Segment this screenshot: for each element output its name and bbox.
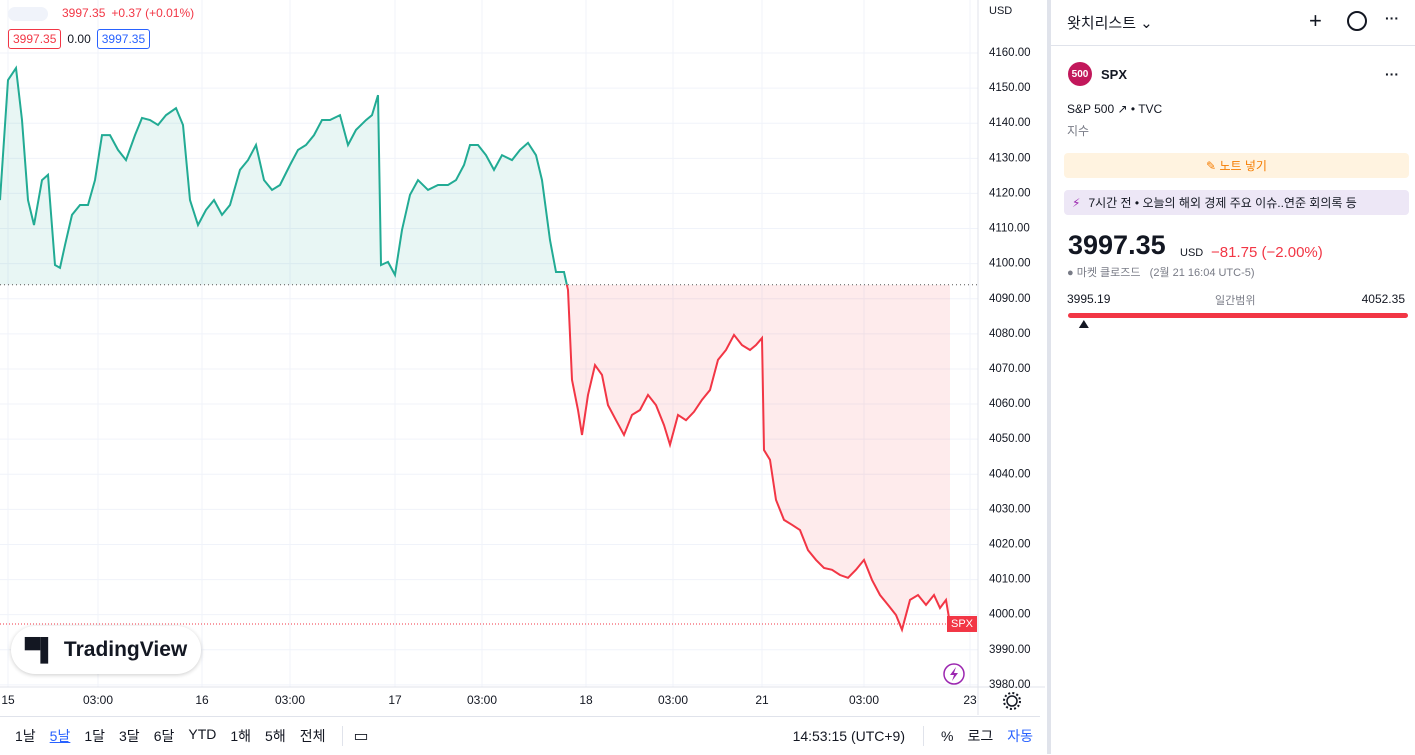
settings-icon[interactable] (1003, 692, 1021, 710)
y-tick-label: 4160.00 (989, 47, 1031, 59)
y-tick-label: 4090.00 (989, 293, 1031, 305)
y-tick-label: 4110.00 (989, 223, 1030, 235)
y-tick-label: 4120.00 (989, 187, 1031, 199)
change: −81.75 (−2.00%) (1211, 244, 1323, 261)
range-low: 3995.19 (1067, 292, 1111, 306)
price: 3997.35 (1068, 230, 1166, 260)
y-tick-label: 4140.00 (989, 117, 1031, 129)
spread: 0.00 (67, 31, 91, 46)
source: TVC (1138, 102, 1163, 116)
auto[interactable]: 자동 (1007, 728, 1033, 744)
line-below (565, 284, 951, 633)
y-tick-label: 4060.00 (989, 398, 1031, 410)
title: 왓치리스트 (1067, 15, 1137, 32)
x-tick-label: 03:00 (83, 693, 113, 707)
y-tick-label: 4020.00 (989, 539, 1031, 551)
kind: 지수 (1067, 124, 1090, 138)
y-tick-label: 4000.00 (989, 609, 1031, 621)
percent[interactable]: % (941, 728, 954, 744)
symbol-info: S&P 500 ↗ • TVC (1067, 102, 1163, 116)
range-button[interactable]: 1달 (84, 728, 106, 744)
y-tick-label: 3990.00 (989, 644, 1031, 656)
range-marker (1078, 320, 1089, 328)
divider (1051, 45, 1415, 46)
range-high: 4052.35 (1361, 292, 1405, 306)
note-button[interactable]: ✎ 노트 넣기 (1064, 153, 1409, 178)
x-tick-label: 03:00 (467, 693, 497, 707)
y-tick-label: 4050.00 (989, 433, 1031, 445)
legend: 3997.35 +0.37 (+0.01%) 3997.35 0.00 3997.35 (8, 6, 200, 49)
symbol[interactable]: SPX (1101, 67, 1128, 82)
watermark[interactable]: ▀▌ TradingView (11, 626, 201, 674)
watchlist-title[interactable]: 왓치리스트 ⌄ (1067, 15, 1153, 32)
status: 마켓 클로즈드 (1076, 267, 1141, 279)
y-tick-label: 3980.00 (989, 679, 1031, 691)
name: S&P 500 (1067, 102, 1115, 116)
news-text: 오늘의 해외 경제 주요 이슈..연준 회의록 등 (1142, 196, 1357, 210)
line-above (0, 65, 568, 285)
range-button[interactable]: 3달 (119, 728, 140, 744)
y-tick-label: 4070.00 (989, 363, 1031, 375)
add-icon[interactable]: + (1309, 8, 1322, 33)
y-tick-label: 4010.00 (989, 574, 1031, 586)
watchlist: 왓치리스트 ⌄ + ··· 500 SPX ··· S&P 500 ↗ • TV… (1047, 0, 1415, 754)
calendar-icon[interactable]: ▭ (353, 728, 369, 745)
chart-icon[interactable] (1347, 11, 1367, 31)
toolbar: 1날 5날 1달 3달 6달 YTD 1해 5해 전체 ▭ 14:53:15 (UTC+9) %… (0, 716, 1040, 755)
bid: 3997.35 (8, 28, 62, 49)
range-button[interactable]: 1해 (230, 728, 252, 744)
price: 3997.35 (62, 6, 106, 20)
y-tick-label: 4040.00 (989, 468, 1031, 480)
range-track (1068, 312, 1408, 334)
more-icon[interactable]: ··· (1385, 66, 1399, 82)
range-bar (1068, 313, 1408, 318)
x-tick-label: 23 (963, 693, 977, 707)
x-tick-label: 15 (1, 693, 15, 707)
symbol-tag-bg (947, 615, 977, 632)
range-button[interactable]: YTD (188, 726, 217, 742)
y-tick-label: 4150.00 (989, 82, 1031, 94)
area-above (0, 68, 567, 285)
x-tick-label: 17 (388, 693, 402, 707)
news-time: 7시간 전 (1088, 196, 1132, 210)
x-tick-label: 03:00 (658, 693, 688, 707)
note-label: 노트 넣기 (1219, 159, 1267, 173)
area-below (0, 284, 950, 630)
range-button[interactable]: 5해 (265, 728, 286, 744)
y-tick-label: 4130.00 (989, 152, 1031, 164)
symbol-tag: SPX (951, 618, 974, 630)
news[interactable]: ⚡ 7시간 전 • 오늘의 해외 경제 주요 이슈..연준 회의록 등 (1064, 190, 1409, 215)
watermark-text: TradingView (63, 638, 188, 661)
range-button[interactable]: 전체 (299, 728, 326, 744)
more-icon[interactable]: ··· (1385, 10, 1399, 26)
ask: 3997.35 (96, 28, 151, 49)
x-tick-label: 16 (195, 693, 209, 707)
y-tick-label: 4030.00 (989, 503, 1031, 515)
lightning-icon[interactable] (943, 663, 965, 685)
range-button[interactable]: 1날 (15, 728, 36, 744)
currency: USD (989, 5, 1012, 17)
log[interactable]: 로그 (967, 728, 994, 744)
toggle[interactable] (8, 6, 48, 21)
range-button[interactable]: 5날 (49, 728, 71, 744)
chart: USD 4160.00 4150.00 4140.00 4130.00 4120.00 4… (0, 0, 1045, 715)
range-label: 일간범위 (1215, 295, 1256, 307)
y-tick-label: 4100.00 (989, 258, 1031, 270)
badge: 500 (1068, 62, 1092, 86)
x-tick-label: 18 (579, 693, 593, 707)
x-tick-label: 21 (755, 693, 769, 707)
time: 14:53:15 (UTC+9) (792, 728, 906, 744)
x-tick-label: 03:00 (849, 693, 879, 707)
currency: USD (1180, 247, 1204, 259)
status-time: (2월 21 16:04 UTC-5) (1149, 267, 1255, 279)
status-row: ● 마켓 클로즈드 (2월 21 16:04 UTC-5) (1067, 267, 1255, 279)
range-button[interactable]: 6달 (153, 728, 175, 744)
x-tick-label: 03:00 (275, 693, 305, 707)
change: +0.37 (+0.01%) (111, 6, 195, 20)
range-svg (1068, 313, 1408, 328)
y-tick-label: 4080.00 (989, 328, 1031, 340)
